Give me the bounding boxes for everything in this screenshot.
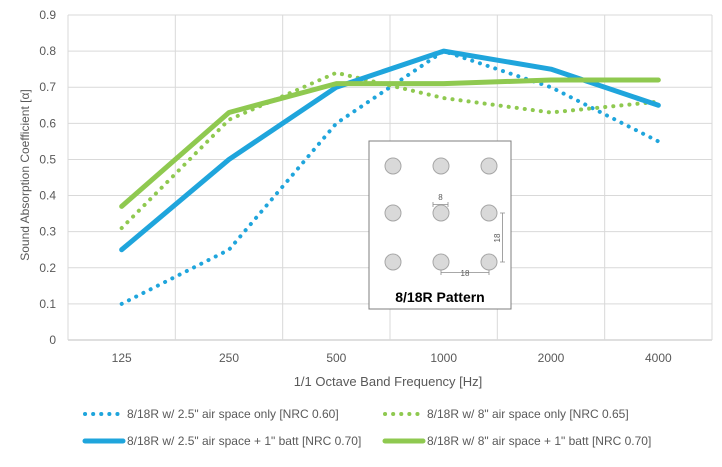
series-layer (119, 48, 661, 306)
perforation-hole (384, 253, 402, 271)
y-tick-label: 0.3 (39, 225, 56, 239)
y-tick-label: 0.8 (39, 44, 56, 58)
x-tick-label: 125 (112, 351, 132, 365)
y-axis-label: Sound Absorption Coefficient [α] (18, 89, 32, 261)
perforation-hole (384, 204, 402, 222)
x-tick-label: 1000 (430, 351, 457, 365)
x-axis-label: 1/1 Octave Band Frequency [Hz] (294, 374, 483, 389)
perforation-hole (480, 157, 498, 175)
y-tick-label: 0.5 (39, 152, 56, 166)
horizontal-spacing-label: 18 (461, 269, 470, 278)
y-tick-label: 0.1 (39, 297, 56, 311)
hole-diameter-label: 8 (438, 193, 443, 202)
x-tick-label: 4000 (645, 351, 672, 365)
perforation-hole (480, 204, 498, 222)
y-tick-label: 0.6 (39, 116, 56, 130)
x-tick-label: 250 (219, 351, 239, 365)
legend-label: 8/18R w/ 8" air space only [NRC 0.65] (427, 407, 629, 421)
y-tick-label: 0.4 (39, 189, 56, 203)
perforation-hole (432, 204, 450, 222)
y-tick-label: 0.2 (39, 261, 56, 275)
perforation-hole (432, 253, 450, 271)
x-tick-label: 500 (326, 351, 346, 365)
legend-label: 8/18R w/ 8" air space + 1" batt [NRC 0.7… (427, 434, 651, 448)
legend-label: 8/18R w/ 2.5" air space only [NRC 0.60] (127, 407, 339, 421)
perforation-hole (480, 253, 498, 271)
x-tick-label: 2000 (538, 351, 565, 365)
perforation-hole (384, 157, 402, 175)
y-tick-label: 0 (49, 333, 56, 347)
x-axis-ticks: 125 250 500 1000 2000 4000 (112, 351, 672, 365)
legend-label: 8/18R w/ 2.5" air space + 1" batt [NRC 0… (127, 434, 361, 448)
perforation-hole (432, 157, 450, 175)
y-tick-label: 0.9 (39, 8, 56, 22)
pattern-inset: 8 18 18 8/18R Pattern (368, 140, 512, 310)
inset-caption: 8/18R Pattern (395, 289, 484, 305)
vertical-spacing-label: 18 (493, 233, 502, 242)
legend: 8/18R w/ 2.5" air space only [NRC 0.60] 8… (82, 407, 651, 448)
series-line-3 (119, 48, 661, 253)
y-tick-label: 0.7 (39, 80, 56, 94)
inset-holes (384, 157, 498, 271)
inset-dimension-lines (432, 202, 505, 275)
series-line-4 (119, 77, 661, 209)
y-axis-ticks: 0 0.1 0.2 0.3 0.4 0.5 0.6 0.7 0.8 0.9 (39, 8, 56, 347)
